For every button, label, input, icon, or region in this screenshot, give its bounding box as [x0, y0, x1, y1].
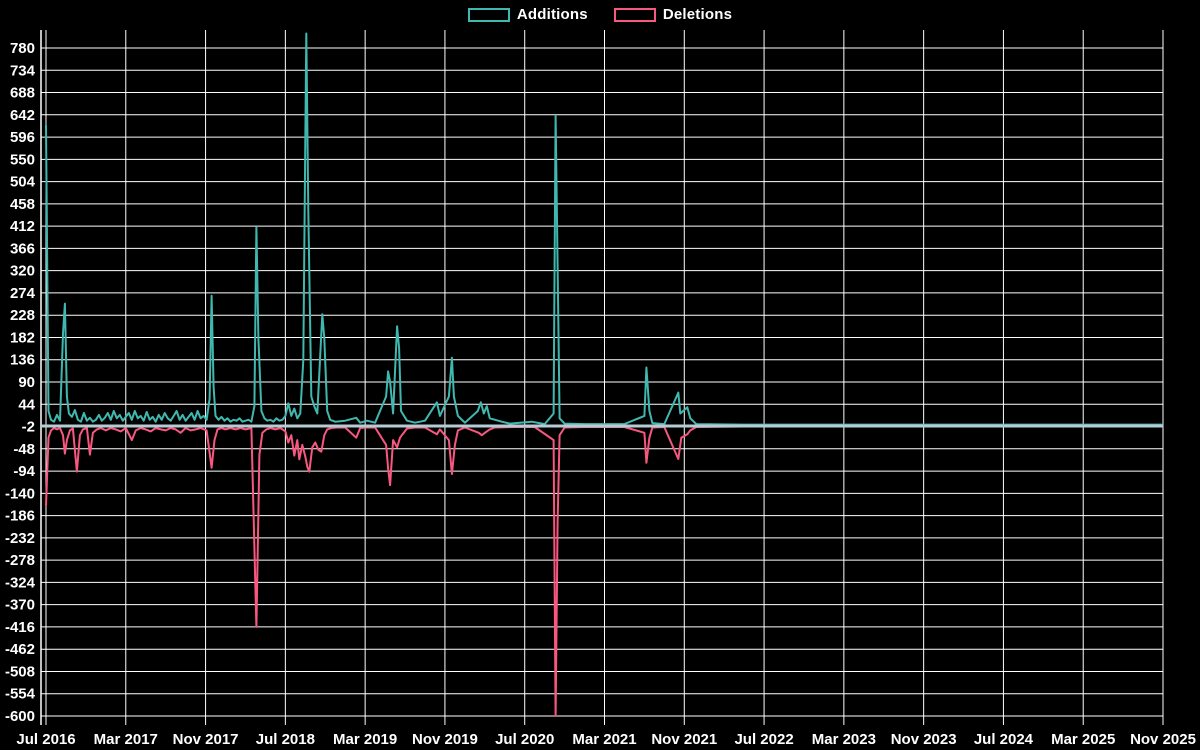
x-tick-label: Jul 2018 — [256, 731, 315, 748]
x-tick-label: Jul 2024 — [974, 731, 1034, 748]
chart-legend: Additions Deletions — [0, 6, 1200, 23]
y-tick-label: 44 — [18, 396, 35, 413]
x-tick-label: Nov 2025 — [1130, 731, 1196, 748]
y-tick-label: -508 — [5, 663, 35, 680]
x-tick-label: Jul 2020 — [495, 731, 554, 748]
y-tick-label: -600 — [5, 708, 35, 725]
y-tick-label: -278 — [5, 552, 35, 569]
y-tick-label: -416 — [5, 619, 35, 636]
y-tick-label: -94 — [13, 463, 35, 480]
y-tick-label: 504 — [10, 174, 36, 191]
x-tick-label: Jul 2022 — [734, 731, 793, 748]
x-tick-label: Jul 2016 — [16, 731, 75, 748]
x-tick-label: Mar 2025 — [1051, 731, 1115, 748]
y-tick-label: 366 — [10, 240, 35, 257]
legend-label-deletions: Deletions — [662, 6, 733, 23]
y-tick-label: -186 — [5, 508, 35, 525]
y-tick-label: 734 — [10, 62, 36, 79]
x-tick-label: Nov 2021 — [651, 731, 717, 748]
x-tick-label: Nov 2017 — [173, 731, 239, 748]
y-tick-label: 780 — [10, 40, 35, 57]
y-tick-label: 688 — [10, 85, 35, 102]
y-tick-label: 550 — [10, 151, 35, 168]
y-tick-label: 136 — [10, 352, 35, 369]
x-tick-label: Mar 2023 — [812, 731, 876, 748]
x-tick-label: Mar 2021 — [572, 731, 636, 748]
y-tick-label: 320 — [10, 263, 35, 280]
y-tick-label: -370 — [5, 597, 35, 614]
x-tick-label: Nov 2019 — [412, 731, 478, 748]
y-tick-label: -462 — [5, 641, 35, 658]
y-tick-label: -2 — [22, 419, 35, 436]
y-tick-label: 228 — [10, 307, 35, 324]
y-tick-label: 274 — [10, 285, 36, 302]
y-tick-label: 182 — [10, 329, 35, 346]
x-tick-label: Mar 2017 — [94, 731, 158, 748]
legend-item-additions[interactable]: Additions — [467, 6, 588, 23]
y-tick-label: -48 — [13, 441, 35, 458]
y-tick-label: 90 — [18, 374, 35, 391]
additions-swatch-icon — [467, 7, 510, 22]
deletions-swatch-icon — [613, 7, 656, 22]
y-tick-label: 458 — [10, 196, 35, 213]
y-tick-label: -554 — [5, 686, 36, 703]
legend-label-additions: Additions — [516, 6, 588, 23]
y-tick-label: -324 — [5, 574, 36, 591]
y-tick-label: -140 — [5, 485, 35, 502]
x-tick-label: Mar 2019 — [333, 731, 397, 748]
y-tick-label: 596 — [10, 129, 35, 146]
y-tick-label: -232 — [5, 530, 35, 547]
x-tick-label: Nov 2023 — [891, 731, 957, 748]
y-tick-label: 642 — [10, 107, 35, 124]
legend-item-deletions[interactable]: Deletions — [613, 6, 733, 23]
y-tick-label: 412 — [10, 218, 35, 235]
